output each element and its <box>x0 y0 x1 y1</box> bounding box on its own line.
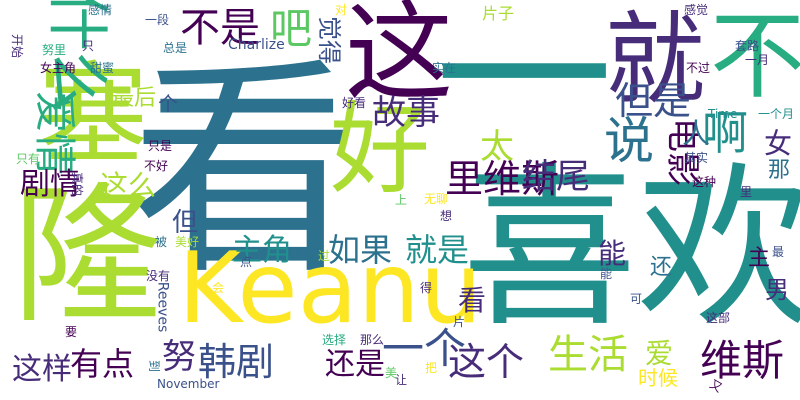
cloud-word: 不是 <box>180 5 260 51</box>
cloud-word: 无聊 <box>424 192 449 206</box>
cloud-word: 想 <box>440 209 453 223</box>
cloud-word: 女 <box>764 127 793 160</box>
cloud-word: 看 <box>458 284 487 317</box>
cloud-word: 里 <box>740 185 753 199</box>
cloud-word: 还是 <box>325 347 385 382</box>
cloud-word: 时候 <box>638 366 678 390</box>
cloud-word: 让 <box>395 373 408 387</box>
cloud-word: 要 <box>65 325 78 339</box>
cloud-word: 选择 <box>322 333 347 347</box>
cloud-word: 能 <box>600 267 613 281</box>
cloud-word: 对 <box>335 3 348 17</box>
cloud-word: 到 <box>147 359 162 373</box>
cloud-word: 维斯 <box>700 336 785 385</box>
cloud-word: 剧情 <box>20 167 80 202</box>
cloud-word: 能 <box>598 237 627 270</box>
cloud-word: 啊 <box>702 106 748 160</box>
cloud-word: 感情 <box>88 3 113 17</box>
cloud-word: 如果 <box>328 231 393 269</box>
cloud-word: 不 <box>710 2 800 112</box>
cloud-word: 觉得 <box>315 16 343 64</box>
cloud-word: 喜欢 <box>462 148 800 351</box>
cloud-word: 感觉 <box>684 3 709 17</box>
cloud-word: 这种 <box>692 175 717 189</box>
cloud-word: 结尾 <box>522 157 590 197</box>
cloud-word: 爱 <box>645 337 674 370</box>
cloud-word: 有点 <box>70 345 135 383</box>
cloud-word: 主角 <box>232 233 292 268</box>
cloud-word: 甜蜜 <box>90 61 115 75</box>
cloud-word: 不过 <box>686 61 711 75</box>
cloud-word: 这 <box>345 0 454 116</box>
cloud-word: 但 <box>172 208 199 238</box>
cloud-word: 女主角 <box>40 61 77 75</box>
cloud-word: 那么 <box>360 333 385 347</box>
cloud-word: 片子 <box>482 4 515 23</box>
cloud-word: 只有 <box>16 152 41 166</box>
cloud-word: 开始 <box>10 33 25 59</box>
cloud-word: 一段 <box>145 13 170 27</box>
cloud-word: 吧 <box>270 4 313 53</box>
cloud-word: Keanu <box>178 232 482 346</box>
cloud-word: 实在 <box>432 61 457 75</box>
cloud-word: 一个 <box>382 324 467 373</box>
cloud-word: 这样 <box>12 352 72 387</box>
cloud-word: 上 <box>395 193 408 207</box>
cloud-word: 还 <box>650 255 673 280</box>
cloud-word: Reeves <box>154 281 171 333</box>
cloud-word: 努里 <box>42 43 67 57</box>
cloud-word: 被 <box>155 235 168 249</box>
cloud-word: 最 <box>772 245 785 259</box>
cloud-word: 说 <box>604 112 654 170</box>
cloud-word: 没有 <box>146 269 171 283</box>
cloud-word: 就是 <box>405 231 470 269</box>
cloud-word: Charlize <box>228 37 285 53</box>
cloud-word: 好看 <box>342 96 367 110</box>
cloud-word: 太 <box>480 127 514 167</box>
cloud-word: 努 <box>162 337 196 377</box>
cloud-word: 总是 <box>163 41 188 55</box>
cloud-word: 只 <box>82 39 95 53</box>
cloud-word: Time <box>708 107 738 121</box>
cloud-word: 生活 <box>548 332 628 378</box>
cloud-word: 过 <box>318 249 331 263</box>
cloud-word: 塞 <box>38 51 148 179</box>
cloud-word: 男 <box>765 276 789 304</box>
cloud-word: 个 <box>158 92 178 116</box>
cloud-word: 故事 <box>372 93 440 133</box>
cloud-word: 其实 <box>684 151 709 165</box>
cloud-word: 这部 <box>706 311 731 325</box>
cloud-word: 把 <box>425 361 438 375</box>
cloud-word: 最后 <box>112 86 157 111</box>
cloud-word: 不好 <box>144 159 169 173</box>
cloud-word: 会 <box>212 281 225 295</box>
cloud-word: 好 <box>330 91 430 208</box>
cloud-word: 真的 <box>70 171 85 197</box>
cloud-word: November <box>157 377 220 391</box>
cloud-word: 美好 <box>175 235 200 249</box>
cloud-word: 里维斯 <box>445 157 560 201</box>
cloud-word: 一月 <box>745 53 770 67</box>
cloud-word: 可 <box>630 292 643 306</box>
cloud-word: 这个 <box>448 340 525 384</box>
cloud-word: 片 <box>453 315 466 329</box>
cloud-word: 韩剧 <box>198 340 275 384</box>
cloud-word: 一个月 <box>758 107 795 121</box>
cloud-word: 但是 <box>615 79 692 123</box>
cloud-word: 美 <box>385 366 398 380</box>
cloud-word: 点 <box>240 255 253 269</box>
cloud-word: 就 <box>605 1 705 118</box>
cloud-word: 套路 <box>735 39 760 53</box>
cloud-word: 得 <box>420 281 433 295</box>
cloud-word: 那 <box>768 158 791 183</box>
cloud-word: 隆 <box>12 170 163 344</box>
cloud-word: 只是 <box>148 139 173 153</box>
cloud-word: 一 <box>435 0 613 182</box>
cloud-word: 看 <box>130 39 361 306</box>
cloud-word: 主 <box>748 246 771 271</box>
cloud-word: 人 <box>682 117 711 150</box>
cloud-word: 这么 <box>100 169 157 202</box>
